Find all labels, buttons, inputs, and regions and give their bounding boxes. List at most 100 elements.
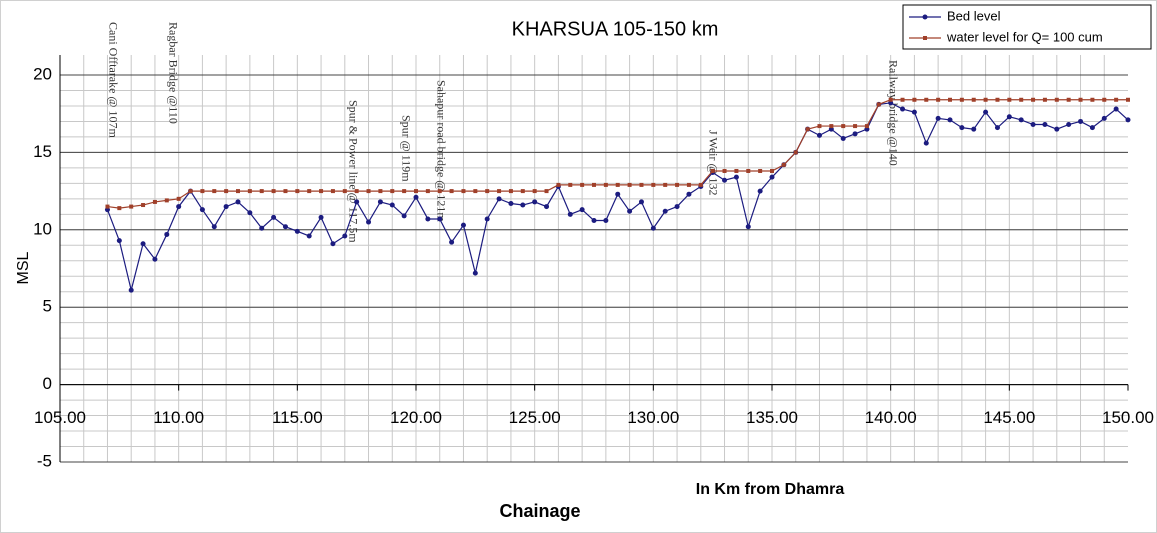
y-axis-label: MSL	[15, 251, 32, 284]
point	[805, 127, 810, 132]
point	[354, 199, 360, 205]
point	[971, 126, 977, 132]
annotation: Spur & Power line @ 117.5m	[346, 100, 360, 243]
annotation: Cani Offtarake @ 107m	[106, 22, 120, 138]
point	[307, 189, 312, 194]
point	[900, 106, 906, 112]
point	[733, 174, 739, 180]
x-tick-label: 140.00	[865, 408, 917, 427]
point	[330, 189, 335, 194]
point	[282, 224, 288, 230]
point	[1066, 122, 1072, 128]
x-tick-label: 115.00	[272, 408, 323, 427]
point	[532, 199, 538, 205]
point	[580, 182, 585, 187]
point	[414, 189, 418, 194]
legend-label: Bed level	[947, 8, 1001, 23]
y-tick-label: 5	[43, 297, 52, 316]
point	[140, 241, 146, 247]
point	[1006, 114, 1012, 120]
point	[152, 199, 157, 204]
annotation: Railway bridge @140	[886, 60, 900, 166]
point	[1054, 126, 1060, 132]
point	[994, 125, 1000, 131]
point	[663, 182, 668, 187]
point	[319, 189, 324, 194]
point	[128, 287, 134, 293]
point	[259, 189, 264, 194]
y-tick-label: -5	[37, 451, 52, 470]
point	[1101, 115, 1107, 121]
point	[1102, 97, 1107, 102]
point	[283, 189, 288, 194]
point	[603, 182, 608, 187]
point	[1054, 97, 1059, 102]
point	[508, 189, 513, 194]
point	[888, 97, 893, 102]
point	[378, 189, 383, 194]
point	[117, 206, 122, 211]
point	[1018, 117, 1024, 123]
point	[912, 97, 917, 102]
point	[1113, 106, 1119, 112]
point	[770, 168, 774, 173]
point	[271, 214, 277, 220]
point	[236, 189, 240, 194]
point	[532, 189, 537, 194]
x-axis-sublabel: In Km from Dhamra	[696, 481, 845, 498]
point	[306, 233, 312, 239]
point	[200, 189, 205, 194]
point	[675, 182, 680, 187]
point	[829, 124, 834, 129]
point	[259, 225, 265, 231]
point	[223, 204, 229, 210]
y-tick-label: 10	[33, 219, 52, 238]
legend-marker	[923, 36, 927, 40]
point	[461, 189, 466, 194]
point	[212, 189, 217, 194]
point	[864, 124, 869, 129]
point	[247, 210, 253, 216]
point	[923, 140, 929, 146]
point	[948, 97, 952, 102]
point	[520, 202, 526, 208]
point	[497, 189, 502, 194]
point	[366, 189, 371, 194]
x-tick-label: 120.00	[390, 408, 442, 427]
point	[1125, 117, 1131, 123]
point	[911, 109, 917, 115]
point	[1042, 97, 1047, 102]
point	[971, 97, 976, 102]
point	[224, 189, 229, 194]
point	[556, 182, 561, 187]
y-tick-label: 20	[33, 64, 52, 83]
point	[1090, 97, 1095, 102]
point	[710, 168, 715, 173]
point	[437, 216, 443, 222]
point	[722, 177, 728, 183]
point	[816, 132, 822, 138]
point	[425, 216, 431, 222]
chart-title: KHARSUA 105-150 km	[512, 18, 719, 40]
point	[389, 202, 395, 208]
point	[425, 189, 430, 194]
point	[568, 182, 573, 187]
point	[840, 135, 846, 141]
point	[294, 228, 300, 234]
point	[164, 198, 169, 203]
annotation: Ragbar Bridge @110	[166, 22, 180, 124]
point	[959, 125, 965, 131]
point	[1019, 97, 1024, 102]
point	[496, 196, 502, 202]
point	[544, 189, 549, 194]
point	[722, 168, 727, 173]
point	[1078, 118, 1084, 124]
point	[603, 218, 609, 224]
point	[995, 97, 1000, 102]
point	[366, 219, 372, 225]
point	[247, 189, 252, 194]
point	[592, 182, 596, 187]
point	[141, 203, 146, 208]
point	[627, 182, 632, 187]
